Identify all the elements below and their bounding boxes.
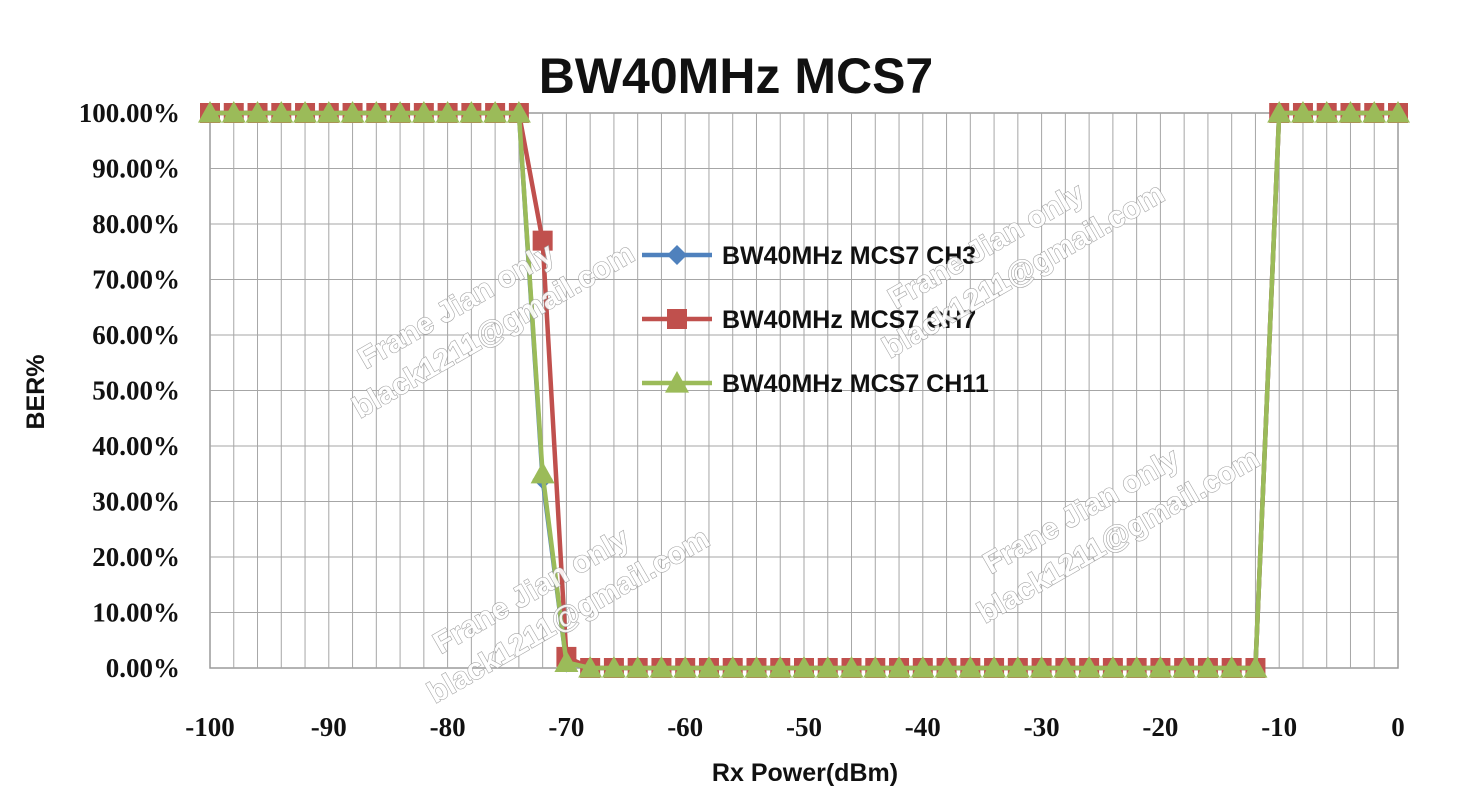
data-point <box>532 230 553 251</box>
data-point <box>1290 101 1315 123</box>
data-point <box>815 656 840 678</box>
x-tick-label: -90 <box>311 712 347 742</box>
data-point <box>198 101 222 123</box>
data-point <box>340 101 365 123</box>
data-point <box>958 656 983 678</box>
data-point <box>863 656 888 678</box>
x-tick-label: -30 <box>1024 712 1060 742</box>
data-point <box>1077 656 1102 678</box>
data-point <box>245 101 270 123</box>
y-tick-label: 30.00% <box>92 487 180 517</box>
data-point <box>269 101 294 123</box>
x-tick-label: -20 <box>1142 712 1178 742</box>
data-point <box>934 656 959 678</box>
data-point <box>411 101 436 123</box>
y-tick-label: 60.00% <box>92 320 180 350</box>
data-point <box>530 461 555 484</box>
data-point <box>1124 656 1149 678</box>
y-tick-label: 70.00% <box>92 265 180 295</box>
data-point <box>1219 656 1244 678</box>
data-point <box>388 101 413 123</box>
y-tick-label: 0.00% <box>106 653 180 683</box>
data-point <box>625 656 650 678</box>
legend: BW40MHz MCS7 CH3 BW40MHz MCS7 CH7 BW40MHz … <box>642 242 989 398</box>
data-point <box>1195 656 1220 678</box>
y-tick-label: 100.00% <box>79 98 180 128</box>
series-3 <box>198 101 1410 678</box>
data-point <box>1148 656 1173 678</box>
x-tick-label: -60 <box>667 712 703 742</box>
x-axis-ticks: -100 -90 -80 -70 -60 -50 -40 -30 -20 -10 0 <box>185 712 1405 742</box>
data-point <box>982 656 1007 678</box>
chart-title: BW40MHz MCS7 <box>539 48 933 104</box>
data-point <box>1029 656 1054 678</box>
data-point <box>1100 656 1125 678</box>
x-axis-label: Rx Power(dBm) <box>712 759 898 787</box>
data-point <box>435 101 460 123</box>
plot-grid <box>209 112 1399 669</box>
legend-marker-diamond <box>667 245 687 265</box>
x-tick-label: 0 <box>1391 712 1405 742</box>
legend-label: BW40MHz MCS7 CH11 <box>722 370 989 398</box>
data-point <box>483 101 508 123</box>
data-point <box>459 101 484 123</box>
data-point <box>1172 656 1197 678</box>
x-tick-label: -50 <box>786 712 822 742</box>
y-tick-label: 90.00% <box>92 154 180 184</box>
data-point <box>1362 101 1387 123</box>
y-tick-label: 20.00% <box>92 542 180 572</box>
data-point <box>839 656 864 678</box>
data-point <box>696 656 721 678</box>
y-tick-label: 10.00% <box>92 598 180 628</box>
data-point <box>792 656 816 678</box>
y-axis-label: BER% <box>22 354 50 429</box>
legend-label: BW40MHz MCS7 CH7 <box>722 306 976 334</box>
x-tick-label: -80 <box>430 712 466 742</box>
data-point <box>1053 656 1078 678</box>
x-tick-label: -40 <box>905 712 941 742</box>
data-point <box>506 101 531 123</box>
y-tick-label: 80.00% <box>92 209 180 239</box>
data-point <box>744 656 769 678</box>
data-point <box>316 101 341 123</box>
x-tick-label: -100 <box>185 712 235 742</box>
legend-label: BW40MHz MCS7 CH3 <box>722 242 976 270</box>
data-point <box>720 656 745 678</box>
data-point <box>554 650 579 673</box>
series-group <box>198 101 1410 678</box>
data-point <box>364 101 389 123</box>
data-point <box>649 656 674 678</box>
data-point <box>887 656 912 678</box>
data-point <box>1386 101 1410 123</box>
y-axis-ticks: 0.00% 10.00% 20.00% 30.00% 40.00% 50.00% 60.00… <box>79 98 180 683</box>
y-tick-label: 40.00% <box>92 431 180 461</box>
data-point <box>221 101 246 123</box>
data-point <box>673 656 698 678</box>
legend-marker-triangle <box>665 371 689 393</box>
x-tick-label: -70 <box>548 712 584 742</box>
data-point <box>768 656 793 678</box>
data-point <box>1314 101 1339 123</box>
data-point <box>1005 656 1030 678</box>
data-point <box>601 656 626 678</box>
data-point <box>1338 101 1363 123</box>
data-point <box>1243 656 1268 678</box>
data-point <box>293 101 318 123</box>
y-tick-label: 50.00% <box>92 376 180 406</box>
data-point <box>1267 101 1292 123</box>
legend-marker-square <box>667 309 687 329</box>
data-point <box>578 656 603 678</box>
data-point <box>910 656 935 678</box>
x-tick-label: -10 <box>1261 712 1297 742</box>
